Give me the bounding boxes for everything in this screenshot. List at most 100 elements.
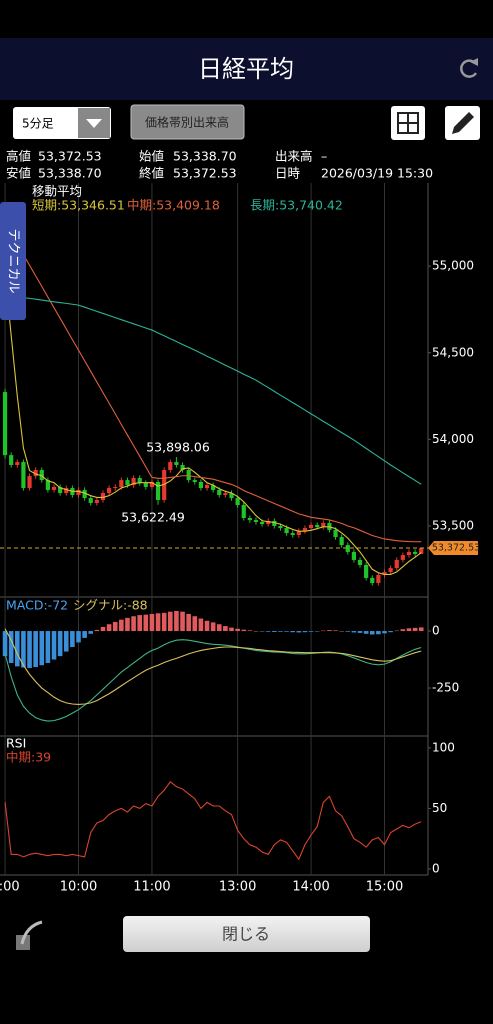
info-text: 安値 (6, 166, 31, 181)
info-text: 終値 (139, 166, 164, 181)
legend-entry: 中期:53,409.18 (127, 198, 220, 213)
volume-profile-button[interactable]: 価格帯別出来高 (130, 104, 245, 140)
histogram-bar (88, 631, 94, 634)
legend-entry: 中期:39 (6, 750, 51, 765)
draw-button[interactable] (445, 106, 480, 140)
candle-body (113, 487, 118, 489)
histogram-bar (394, 630, 400, 632)
candle-body (21, 462, 26, 489)
legend-entry: 長期:53,740.42 (250, 198, 343, 213)
candle-body (223, 493, 228, 495)
y-tick-label: -250 (432, 681, 459, 695)
histogram-bar (388, 631, 393, 633)
side-tab[interactable]: テクニカル (0, 202, 26, 320)
candle-body (2, 392, 8, 456)
legend-title: RSI (6, 736, 26, 751)
close-button[interactable]: 閉じる (123, 916, 370, 952)
candle-body (58, 487, 63, 494)
histogram-bar (168, 611, 173, 632)
candle-body (339, 537, 344, 546)
info-text: – (321, 149, 327, 164)
y-tick-label: 0 (432, 624, 440, 638)
histogram-bar (406, 628, 412, 632)
candle-body (9, 455, 14, 466)
histogram-bar (265, 631, 271, 632)
series-line (4, 294, 422, 485)
candle-body (370, 577, 375, 583)
candle-body (88, 498, 93, 503)
histogram-bar (314, 631, 320, 632)
candle-body (45, 480, 50, 490)
histogram-bar (351, 631, 357, 633)
y-tick-label: 0 (432, 861, 440, 875)
histogram-bar (119, 619, 124, 632)
info-text: 53,338.70 (38, 166, 102, 181)
histogram-bar (333, 630, 338, 632)
info-text: 高値 (6, 149, 31, 164)
chart-area: 9:00 10:00 11:00 13:00 14:00 15:00 53,500 54,00… (0, 183, 480, 895)
histogram-bar (125, 617, 130, 632)
histogram-bar (155, 613, 161, 632)
x-tick-label: 9:00 (0, 880, 20, 895)
histogram-bar (229, 627, 234, 632)
candle-body (82, 489, 87, 499)
candle-body (278, 525, 283, 529)
candle-body (284, 528, 289, 534)
candle-body (64, 488, 69, 494)
histogram-bar (8, 631, 14, 663)
info-text: 2026/03/19 15:30 (321, 166, 433, 181)
series-line (4, 781, 422, 861)
refresh-button[interactable] (460, 58, 478, 78)
histogram-bar (210, 622, 216, 632)
candle-body (235, 498, 240, 506)
histogram-bar (94, 629, 100, 632)
histogram-bar (418, 627, 424, 632)
candle-body (345, 545, 350, 552)
histogram-bar (308, 631, 314, 632)
candle-body (217, 489, 222, 495)
histogram-bar (369, 631, 375, 635)
histogram-bar (278, 631, 283, 632)
candle-body (204, 485, 210, 489)
candle-body (33, 470, 38, 477)
legend-entry: 短期:53,346.51 (32, 198, 125, 213)
histogram-bar (76, 631, 81, 643)
histogram-bar (57, 631, 63, 657)
histogram-bar (345, 631, 351, 632)
interval-dropdown[interactable]: 5分足 (13, 107, 111, 139)
y-tick-label: 50 (432, 801, 447, 815)
histogram-bar (376, 631, 381, 635)
histogram-bar (70, 631, 75, 648)
candle-body (364, 564, 369, 578)
x-tick-label: 14:00 (292, 880, 329, 895)
candle-body (211, 485, 216, 490)
histogram-bar (33, 631, 38, 668)
histogram-bar (241, 629, 247, 632)
candle-body (192, 480, 197, 482)
candle-body (27, 476, 32, 489)
back-icon[interactable] (11, 920, 47, 952)
histogram-bar (45, 631, 51, 663)
y-tick-label: 54,500 (432, 345, 474, 359)
layout-button[interactable] (391, 106, 425, 140)
candle-body (394, 559, 399, 569)
candle-body (333, 529, 338, 538)
candle-body (100, 493, 106, 500)
histogram-bar (149, 613, 155, 632)
histogram-bar (192, 616, 198, 632)
x-tick-label: 10:00 (60, 880, 97, 895)
histogram-bar (161, 612, 167, 632)
info-text: 始値 (139, 149, 164, 164)
candle-body (241, 505, 246, 519)
candle-body (266, 520, 271, 525)
candle-body (376, 575, 381, 583)
y-tick-label: 55,000 (432, 259, 474, 273)
candle-body (382, 572, 387, 576)
histogram-bar (235, 628, 240, 632)
info-text: 日時 (275, 166, 301, 181)
candle-body (119, 480, 124, 488)
histogram-bar (321, 630, 326, 632)
candle-body (419, 548, 424, 554)
candle-body (296, 531, 301, 535)
